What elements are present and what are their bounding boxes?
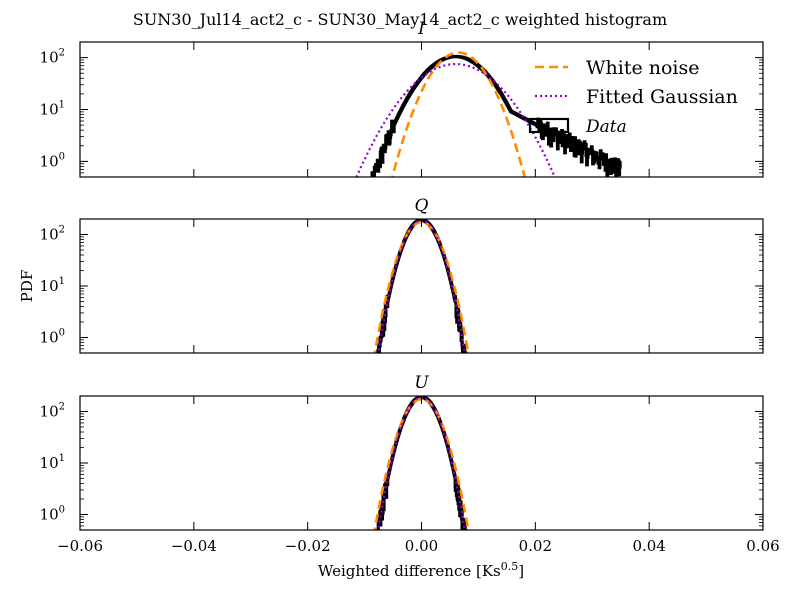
- y-tick-exponent: 0: [59, 327, 65, 338]
- y-tick-exponent: 0: [59, 504, 65, 515]
- legend-swatch-box: [528, 117, 570, 134]
- axes-frame: [79, 218, 764, 354]
- y-tick-label: 100: [40, 504, 65, 523]
- panel-title: Q: [415, 196, 429, 216]
- y-tick-exponent: 2: [59, 402, 65, 413]
- series-data-u: [375, 396, 468, 530]
- x-tick-label: 0.04: [632, 537, 665, 555]
- series-white-noise-i: [390, 51, 527, 177]
- y-tick-base: 10: [40, 454, 59, 472]
- y-tick-base: 10: [40, 226, 59, 244]
- legend: White noise Fitted Gaussian Data: [528, 57, 738, 137]
- legend-label: Data: [585, 117, 627, 137]
- y-tick-base: 10: [40, 403, 59, 421]
- x-axis-label-main: Weighted difference [Ks: [318, 562, 501, 580]
- series-white-noise-u: [373, 397, 470, 530]
- y-tick-exponent: 1: [59, 276, 65, 287]
- legend-label: White noise: [586, 57, 700, 79]
- y-tick-label: 102: [40, 225, 65, 244]
- y-tick-base: 10: [40, 49, 59, 67]
- axes-frame: [79, 395, 764, 531]
- y-tick-label: 101: [40, 453, 65, 472]
- x-tick-label: 0.06: [746, 537, 779, 555]
- y-tick-label: 101: [40, 100, 65, 119]
- legend-item-data: Data: [528, 117, 627, 137]
- panel-title: I: [417, 19, 425, 39]
- legend-item-fitted-gaussian: Fitted Gaussian: [535, 86, 738, 108]
- x-tick-label: −0.06: [57, 537, 103, 555]
- series-white-noise-q: [373, 220, 470, 353]
- x-axis-label: Weighted difference [Ks0.5]: [318, 560, 524, 580]
- legend-label: Fitted Gaussian: [586, 86, 738, 108]
- y-tick-exponent: 0: [59, 151, 65, 162]
- x-tick-label: −0.02: [285, 537, 331, 555]
- y-tick-label: 100: [40, 327, 65, 346]
- x-tick-label: −0.04: [171, 537, 217, 555]
- y-tick-label: 102: [40, 402, 65, 421]
- x-axis-label-close: ]: [518, 562, 524, 580]
- y-axis-label: PDF: [18, 270, 36, 303]
- x-axis-label-exponent: 0.5: [501, 560, 519, 573]
- x-tick-label: 0.00: [405, 537, 438, 555]
- y-tick-label: 101: [40, 276, 65, 295]
- panel-title: U: [414, 373, 429, 393]
- series-data-i: [370, 54, 622, 177]
- y-tick-base: 10: [40, 505, 59, 523]
- figure-title: SUN30_Jul14_act2_c - SUN30_May14_act2_c …: [133, 10, 667, 29]
- y-tick-exponent: 1: [59, 453, 65, 464]
- y-tick-base: 10: [40, 101, 59, 119]
- legend-item-white-noise: White noise: [535, 57, 700, 79]
- y-tick-exponent: 2: [59, 48, 65, 59]
- y-tick-exponent: 1: [59, 100, 65, 111]
- series-fitted-gaussian-i: [355, 62, 556, 177]
- y-tick-label: 100: [40, 151, 65, 170]
- y-tick-base: 10: [40, 277, 59, 295]
- x-tick-label: 0.02: [519, 537, 552, 555]
- y-tick-label: 102: [40, 48, 65, 67]
- y-tick-base: 10: [40, 152, 59, 170]
- plot-area: [355, 51, 622, 177]
- y-tick-exponent: 2: [59, 225, 65, 236]
- y-tick-base: 10: [40, 328, 59, 346]
